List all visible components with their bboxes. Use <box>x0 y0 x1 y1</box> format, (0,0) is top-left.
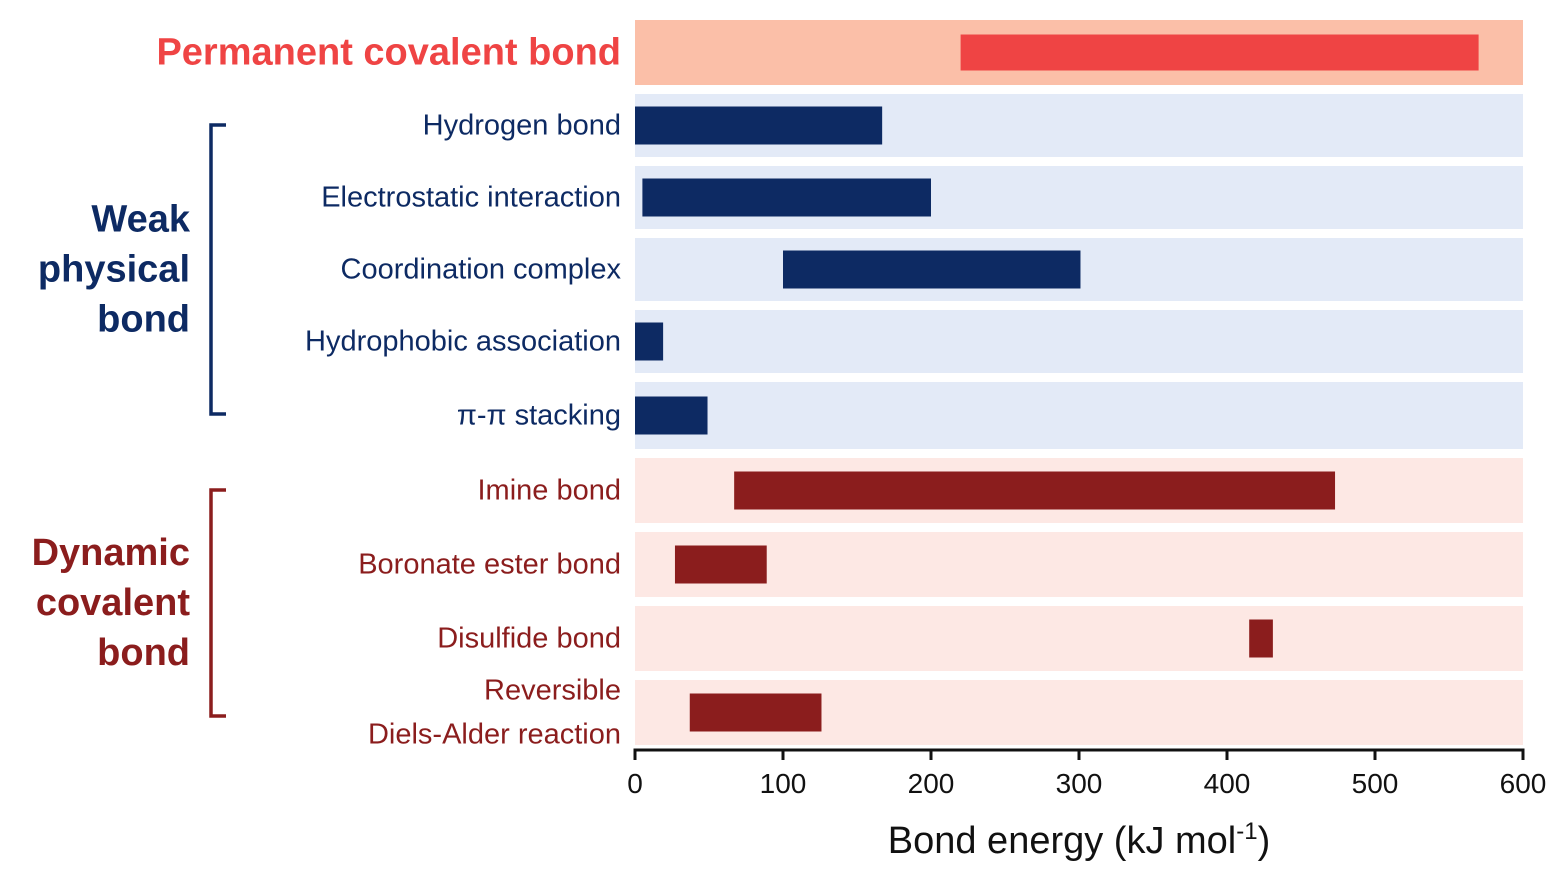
bar-permanent-covalent-bond <box>960 34 1479 71</box>
band-hydrophobic-association <box>635 310 1523 373</box>
category-label-hydrogen-bond: Hydrogen bond <box>423 110 621 142</box>
group-labels: Weak physical bond Dynamic covalent bond <box>32 199 191 675</box>
x-tick-label-500: 500 <box>1352 768 1399 799</box>
category-label-electrostatic-interaction: Electrostatic interaction <box>321 182 621 214</box>
bracket-dynamic-covalent-bond <box>209 488 226 718</box>
category-label-boronate-ester-bond: Boronate ester bond <box>358 549 621 581</box>
category-label-coordination-complex: Coordination complex <box>341 254 622 286</box>
bar-hydrophobic-association <box>635 322 664 361</box>
x-tick-label-0: 0 <box>627 768 643 799</box>
x-tick-label-200: 200 <box>908 768 955 799</box>
group-label-dynamic-covalent-bond-3: bond <box>97 632 190 674</box>
category-label-stacking: π-π stacking <box>457 400 621 432</box>
category-label-imine-bond: Imine bond <box>478 475 622 507</box>
group-label-dynamic-covalent-bond-2: covalent <box>36 582 191 624</box>
bar-hydrogen-bond <box>635 106 883 145</box>
x-tick-label-600: 600 <box>1500 768 1547 799</box>
category-label-reversible-diels-alder-reaction-1: Reversible <box>484 675 621 707</box>
bar-coordination-complex <box>783 250 1081 289</box>
x-tick-label-400: 400 <box>1204 768 1251 799</box>
category-label-permanent-covalent-bond: Permanent covalent bond <box>156 32 621 74</box>
x-axis-ticks: 0 100 200 300 400 500 600 <box>627 750 1546 799</box>
x-axis: 0 100 200 300 400 500 600 Bond energy (kJ mol-… <box>627 748 1546 862</box>
range-bars <box>635 34 1479 732</box>
bar-boronate-ester-bond <box>674 545 767 584</box>
group-brackets <box>209 123 226 718</box>
bar-stacking <box>635 396 708 435</box>
group-label-weak-physical-bond-1: Weak <box>91 199 190 241</box>
band-disulfide-bond <box>635 606 1523 671</box>
x-tick-label-300: 300 <box>1056 768 1103 799</box>
group-label-weak-physical-bond-2: physical <box>38 249 190 291</box>
bracket-weak-physical-bond <box>209 123 226 416</box>
bar-imine-bond <box>734 471 1336 510</box>
band-stacking <box>635 382 1523 449</box>
x-tick-label-100: 100 <box>760 768 807 799</box>
bar-reversible-diels-alder-reaction <box>689 693 822 732</box>
category-labels: Permanent covalent bond Hydrogen bond Elec… <box>156 32 621 751</box>
group-label-weak-physical-bond-3: bond <box>97 299 190 341</box>
band-boronate-ester-bond <box>635 532 1523 597</box>
x-axis-title-suffix: ) <box>1258 820 1271 862</box>
category-label-reversible-diels-alder-reaction-2: Diels-Alder reaction <box>368 719 621 751</box>
group-label-dynamic-covalent-bond-1: Dynamic <box>32 532 190 574</box>
category-label-disulfide-bond: Disulfide bond <box>437 623 621 655</box>
bar-electrostatic-interaction <box>642 178 931 217</box>
x-axis-title-main: Bond energy (kJ mol <box>888 820 1237 862</box>
category-label-hydrophobic-association: Hydrophobic association <box>305 326 621 358</box>
bar-disulfide-bond <box>1249 619 1273 658</box>
x-axis-title: Bond energy (kJ mol-1) <box>888 818 1271 862</box>
row-bands <box>635 20 1523 745</box>
x-axis-title-superscript: -1 <box>1236 818 1257 845</box>
